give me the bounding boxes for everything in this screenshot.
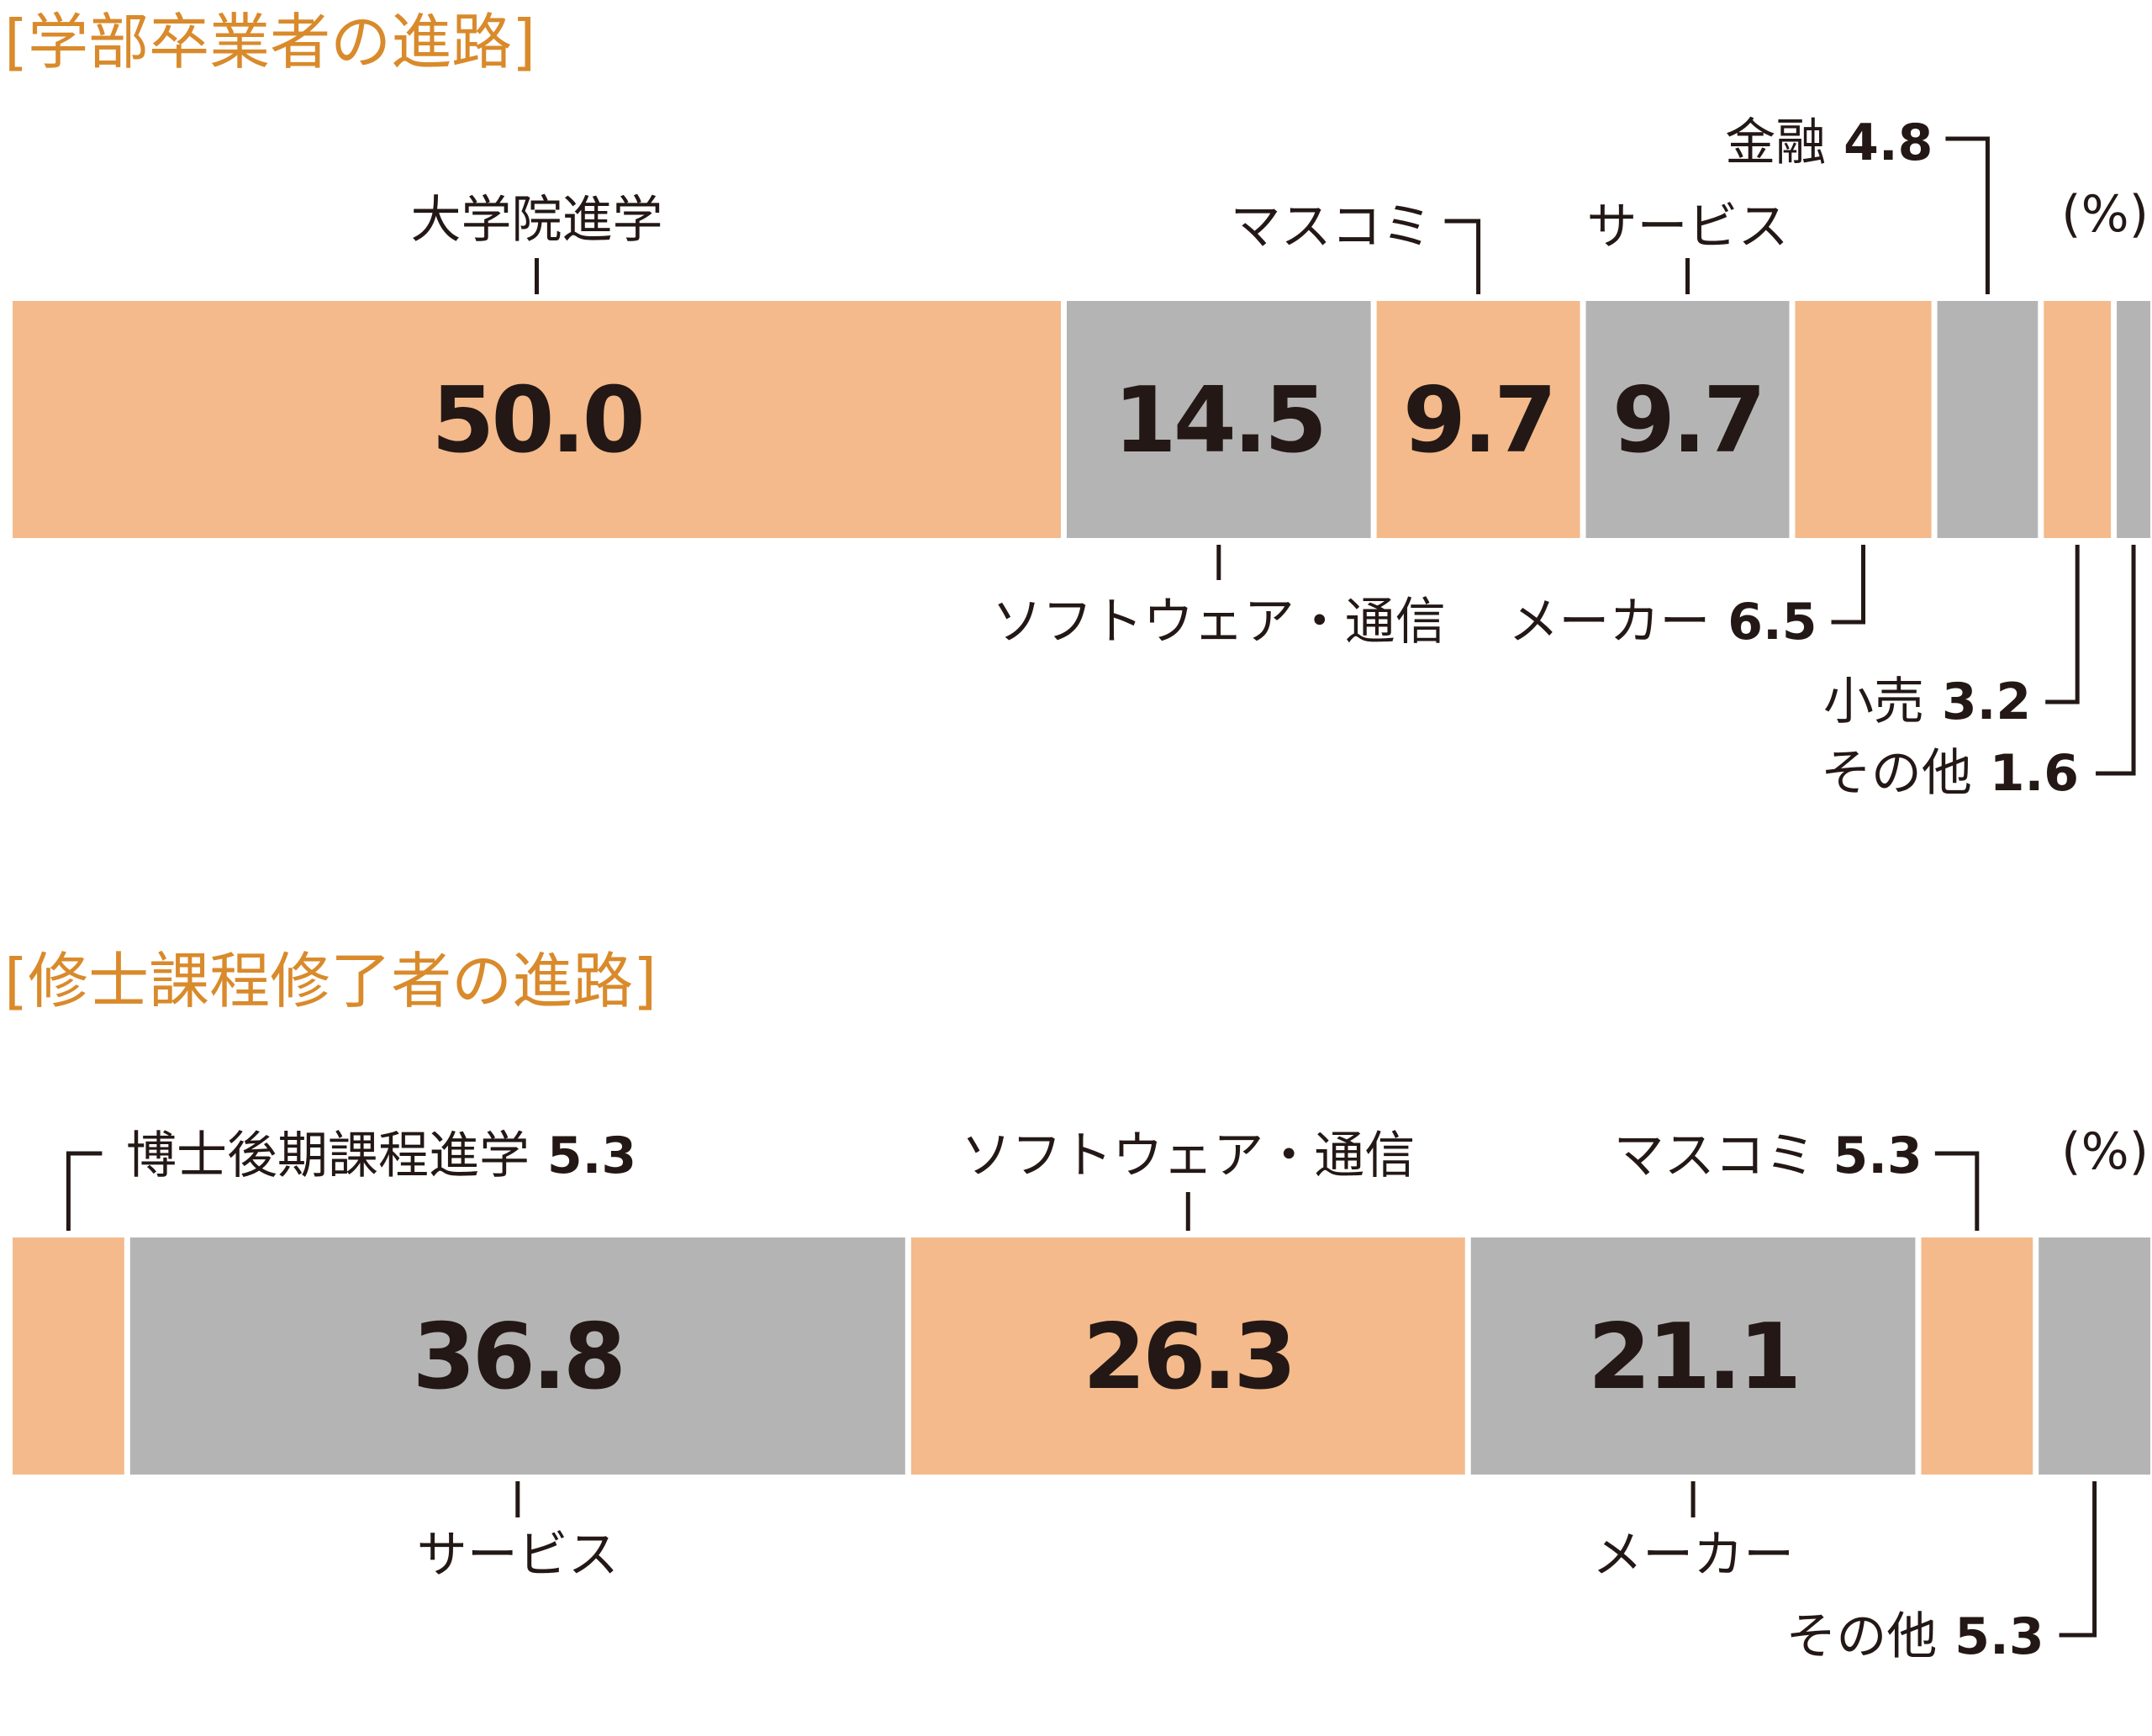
value-label-2: 9.7 xyxy=(1403,368,1553,473)
category-label-6: 小売 3.2 xyxy=(1823,673,2031,731)
category-label-4: マスコミ 5.3 xyxy=(1614,1127,1923,1185)
bar-segment-5 xyxy=(1937,301,2039,538)
category-label-2: マスコミ xyxy=(1231,198,1432,256)
category-label-5: 金融 4.8 xyxy=(1725,113,1933,172)
category-label-4: メーカー 6.5 xyxy=(1508,593,1817,652)
category-label-3: メーカー xyxy=(1592,1526,1794,1585)
bar-segment-2 xyxy=(1376,301,1580,538)
bar-segment-0 xyxy=(13,301,1061,538)
bar-segment-0 xyxy=(13,1237,124,1475)
leader-6 xyxy=(2045,545,2080,704)
category-label-3: サービス xyxy=(1587,198,1789,256)
category-label-7: その他 1.6 xyxy=(1821,744,2079,803)
category-label-5: その他 5.3 xyxy=(1785,1607,2044,1666)
leader-5 xyxy=(1945,136,1990,294)
leader-4 xyxy=(1831,545,1866,625)
category-label-1: サービス xyxy=(417,1526,619,1585)
bar-segment-6 xyxy=(2044,301,2112,538)
chart-title-masters: [修士課程修了者の進路] xyxy=(4,946,657,1016)
category-label-0: 大学院進学 xyxy=(411,191,663,250)
unit-label-undergrad: (%) xyxy=(2061,185,2149,244)
value-label-1: 14.5 xyxy=(1114,368,1324,473)
bar-segment-4 xyxy=(1921,1237,2033,1475)
bar-segment-3 xyxy=(1470,1237,1916,1475)
value-label-3: 21.1 xyxy=(1588,1305,1798,1410)
chart-masters: 36.8 26.3 21.1 博士後期課程進学 5.3 サービス ソフトウェア・通信メーカ… xyxy=(13,1122,2150,1666)
chart-title-undergrad: [学部卒業者の進路] xyxy=(4,7,535,77)
unit-label-masters: (%) xyxy=(2061,1122,2149,1181)
leader-0 xyxy=(66,1151,103,1231)
bar-segment-2 xyxy=(910,1237,1465,1475)
leader-2 xyxy=(1444,219,1481,294)
leader-7 xyxy=(2096,545,2136,776)
category-label-0: 博士後期課程進学 5.3 xyxy=(126,1127,636,1185)
bar-segment-4 xyxy=(1795,301,1932,538)
leader-4 xyxy=(1934,1151,1980,1231)
category-label-2: ソフトウェア・通信 xyxy=(961,1127,1415,1185)
bar-segment-1 xyxy=(129,1237,905,1475)
bar-segment-3 xyxy=(1585,301,1790,538)
bar-segment-1 xyxy=(1067,301,1371,538)
value-label-3: 9.7 xyxy=(1612,368,1763,473)
value-label-1: 36.8 xyxy=(413,1305,623,1410)
value-label-0: 50.0 xyxy=(431,368,641,473)
category-label-1: ソフトウェア・通信 xyxy=(992,593,1446,652)
bar-segment-5 xyxy=(2039,1237,2150,1475)
value-label-2: 26.3 xyxy=(1083,1305,1293,1410)
leader-5 xyxy=(2059,1481,2097,1638)
bar-segment-7 xyxy=(2117,301,2150,538)
